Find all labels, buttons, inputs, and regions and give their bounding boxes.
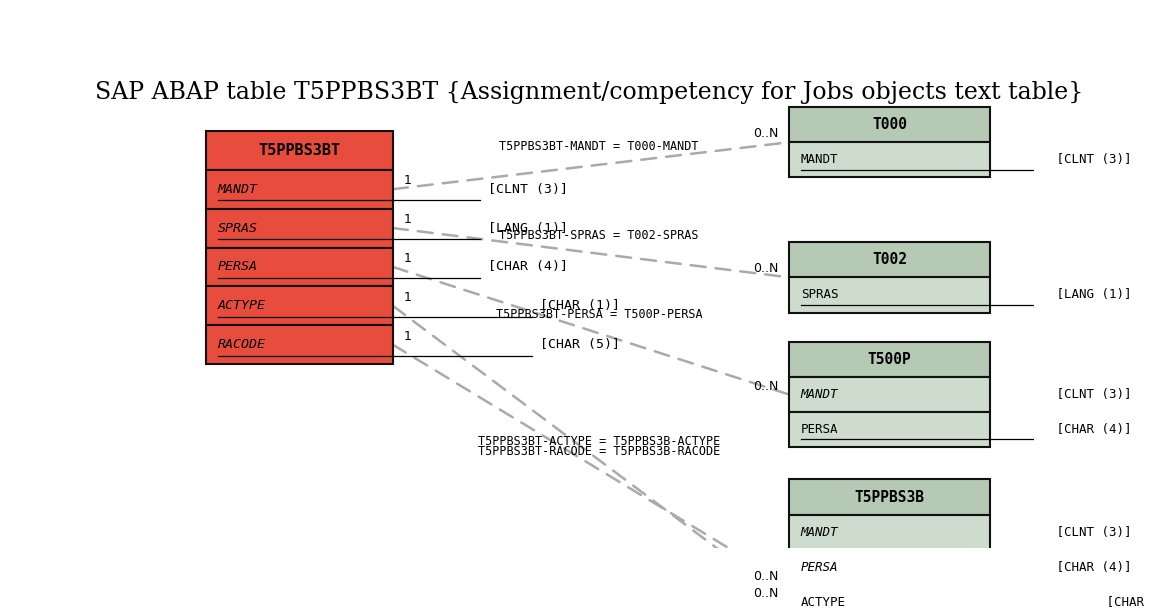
Text: ACTYPE: ACTYPE (217, 299, 265, 312)
Text: [CHAR (4)]: [CHAR (4)] (1049, 423, 1132, 436)
Text: [CHAR (1)]: [CHAR (1)] (1098, 596, 1149, 609)
Bar (789, 242, 989, 277)
Text: T5PPBS3B: T5PPBS3B (855, 490, 925, 505)
Text: MANDT: MANDT (801, 388, 839, 401)
Bar (789, 377, 989, 412)
Bar (789, 412, 989, 447)
Text: 0..N: 0..N (753, 379, 779, 392)
Bar (789, 277, 989, 312)
Bar (789, 514, 989, 549)
Text: [LANG (1)]: [LANG (1)] (1049, 288, 1132, 301)
Text: RACODE: RACODE (217, 338, 265, 351)
Text: SPRAS: SPRAS (217, 222, 257, 235)
Text: [CHAR (5)]: [CHAR (5)] (532, 338, 620, 351)
Text: MANDT: MANDT (217, 183, 257, 196)
Text: T000: T000 (872, 117, 907, 132)
Bar (789, 342, 989, 377)
Text: 0..N: 0..N (753, 570, 779, 583)
Bar (789, 585, 989, 616)
Text: T5PPBS3BT-ACTYPE = T5PPBS3B-ACTYPE: T5PPBS3BT-ACTYPE = T5PPBS3B-ACTYPE (478, 435, 720, 448)
Text: 0..N: 0..N (753, 587, 779, 600)
Text: T5PPBS3BT-SPRAS = T002-SPRAS: T5PPBS3BT-SPRAS = T002-SPRAS (500, 229, 699, 242)
Text: [CHAR (4)]: [CHAR (4)] (480, 261, 568, 274)
Text: [CLNT (3)]: [CLNT (3)] (1049, 153, 1132, 166)
Text: T5PPBS3BT-MANDT = T000-MANDT: T5PPBS3BT-MANDT = T000-MANDT (500, 140, 699, 153)
Text: 1: 1 (403, 252, 411, 265)
Text: [CHAR (4)]: [CHAR (4)] (1049, 561, 1132, 573)
Text: MANDT: MANDT (801, 153, 839, 166)
Text: 1: 1 (403, 213, 411, 226)
Text: [CLNT (3)]: [CLNT (3)] (480, 183, 568, 196)
Text: SAP ABAP table T5PPBS3BT {Assignment/competency for Jobs objects text table}: SAP ABAP table T5PPBS3BT {Assignment/com… (94, 81, 1084, 104)
Text: [LANG (1)]: [LANG (1)] (480, 222, 568, 235)
Text: 0..N: 0..N (753, 127, 779, 140)
Bar (206, 170, 393, 209)
Text: MANDT: MANDT (801, 525, 839, 538)
Text: [CLNT (3)]: [CLNT (3)] (1049, 525, 1132, 538)
Text: T5PPBS3BT-PERSA = T500P-PERSA: T5PPBS3BT-PERSA = T500P-PERSA (495, 309, 702, 322)
Text: [CHAR (1)]: [CHAR (1)] (532, 299, 620, 312)
Text: 0..N: 0..N (753, 262, 779, 275)
Text: 1: 1 (403, 330, 411, 342)
Bar (789, 479, 989, 514)
Text: PERSA: PERSA (801, 423, 839, 436)
Text: 1: 1 (403, 174, 411, 187)
Text: T002: T002 (872, 253, 907, 267)
Bar (206, 286, 393, 325)
Text: PERSA: PERSA (801, 561, 839, 573)
Bar (206, 248, 393, 286)
Bar (206, 209, 393, 248)
Text: 1: 1 (403, 291, 411, 304)
Text: T5PPBS3BT: T5PPBS3BT (259, 143, 340, 158)
Bar (789, 107, 989, 142)
Text: SPRAS: SPRAS (801, 288, 839, 301)
Text: T500P: T500P (867, 352, 911, 367)
Text: ACTYPE: ACTYPE (801, 596, 846, 609)
Bar (206, 325, 393, 364)
Bar (789, 142, 989, 177)
Text: PERSA: PERSA (217, 261, 257, 274)
Text: [CLNT (3)]: [CLNT (3)] (1049, 388, 1132, 401)
Bar (206, 131, 393, 170)
Text: T5PPBS3BT-RACODE = T5PPBS3B-RACODE: T5PPBS3BT-RACODE = T5PPBS3B-RACODE (478, 445, 720, 458)
Bar (789, 549, 989, 585)
